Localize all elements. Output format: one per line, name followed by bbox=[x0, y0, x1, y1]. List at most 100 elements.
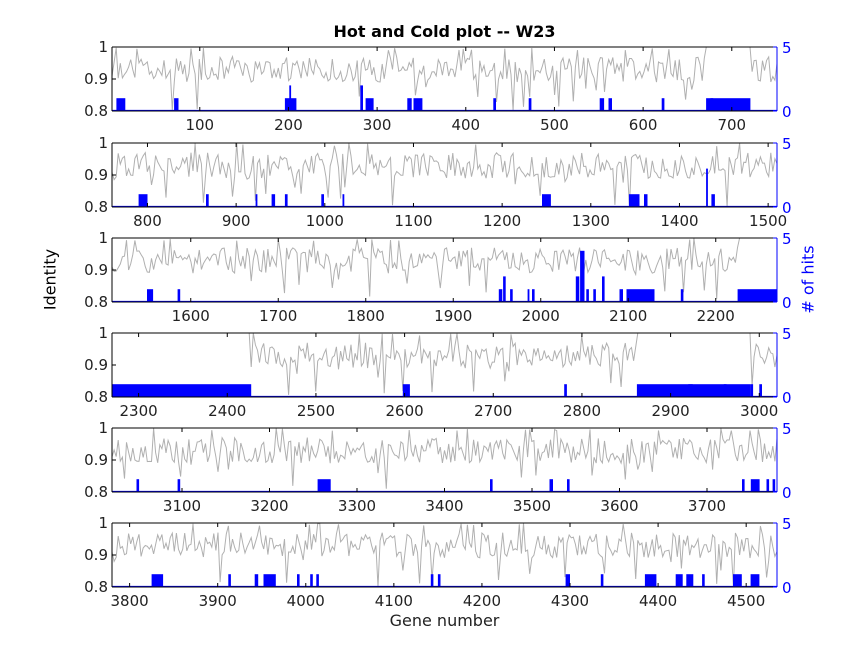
x-tick-label: 4500 bbox=[727, 592, 765, 610]
hits-bar bbox=[750, 384, 754, 397]
x-tick-label: 300 bbox=[363, 116, 392, 134]
hits-bar bbox=[628, 194, 640, 207]
hits-bar bbox=[593, 289, 596, 302]
hits-bar bbox=[151, 574, 164, 587]
x-tick-label: 1200 bbox=[483, 212, 521, 230]
right-tick-label: 0 bbox=[782, 484, 792, 502]
x-tick-label: 200 bbox=[274, 116, 303, 134]
hits-bar bbox=[706, 98, 751, 111]
x-tick-label: 3600 bbox=[600, 497, 638, 515]
hits-bar bbox=[254, 574, 259, 587]
hits-bar bbox=[686, 574, 694, 587]
hits-bar bbox=[174, 98, 179, 111]
hits-bar bbox=[661, 98, 665, 111]
hits-bar bbox=[503, 276, 506, 302]
hits-bar bbox=[138, 194, 148, 207]
hits-bar bbox=[750, 479, 760, 492]
x-tick-label: 1000 bbox=[306, 212, 344, 230]
x-tick-label: 400 bbox=[451, 116, 480, 134]
left-tick-label: 0.9 bbox=[84, 356, 108, 374]
left-tick-label: 0.8 bbox=[84, 198, 108, 216]
hits-bar bbox=[407, 98, 412, 111]
hits-bar bbox=[608, 98, 612, 111]
left-tick-label: 0.9 bbox=[84, 261, 108, 279]
x-tick-label: 1500 bbox=[749, 212, 787, 230]
hits-bar bbox=[310, 574, 313, 587]
hits-bar bbox=[644, 194, 648, 207]
left-tick-label: 0.8 bbox=[84, 102, 108, 120]
right-tick-label: 0 bbox=[782, 103, 792, 121]
hits-bar bbox=[317, 479, 331, 492]
hits-bar bbox=[772, 479, 776, 492]
hits-bar bbox=[532, 289, 535, 302]
hits-bar bbox=[413, 98, 423, 111]
identity-series-line bbox=[111, 237, 777, 299]
chart-title: Hot and Cold plot -- W23 bbox=[333, 22, 556, 41]
x-tick-label: 2300 bbox=[120, 402, 158, 420]
left-tick-label: 0.8 bbox=[84, 483, 108, 501]
x-tick-label: 2800 bbox=[563, 402, 601, 420]
hits-bar bbox=[599, 98, 605, 111]
x-tick-label: 1400 bbox=[660, 212, 698, 230]
hits-bar bbox=[284, 194, 288, 207]
right-tick-label: 5 bbox=[782, 515, 792, 533]
x-tick-label: 3100 bbox=[163, 497, 201, 515]
x-tick-label: 2700 bbox=[474, 402, 512, 420]
left-tick-label: 1 bbox=[98, 324, 108, 342]
identity-series-line bbox=[111, 46, 778, 111]
left-tick-label: 0.9 bbox=[84, 70, 108, 88]
left-tick-label: 0.8 bbox=[84, 388, 108, 406]
hits-bar bbox=[742, 479, 745, 492]
right-tick-label: 5 bbox=[782, 325, 792, 343]
x-tick-label: 3200 bbox=[250, 497, 288, 515]
hits-bar bbox=[680, 289, 684, 302]
left-tick-label: 1 bbox=[98, 134, 108, 152]
hits-bar bbox=[586, 289, 589, 302]
left-tick-label: 0.8 bbox=[84, 293, 108, 311]
hits-bar bbox=[702, 574, 705, 587]
identity-series-line bbox=[111, 428, 778, 489]
x-tick-label: 100 bbox=[185, 116, 214, 134]
right-tick-label: 5 bbox=[782, 420, 792, 438]
hits-bar bbox=[711, 194, 715, 207]
x-tick-label: 2500 bbox=[297, 402, 335, 420]
hits-bar bbox=[437, 574, 441, 587]
left-tick-label: 1 bbox=[98, 38, 108, 56]
left-tick-label: 1 bbox=[98, 514, 108, 532]
hits-bar bbox=[316, 574, 319, 587]
x-tick-label: 1900 bbox=[434, 307, 472, 325]
right-tick-label: 5 bbox=[782, 135, 792, 153]
hits-bar bbox=[567, 479, 570, 492]
hits-bar bbox=[600, 574, 604, 587]
hits-bar bbox=[365, 98, 374, 111]
hits-bar bbox=[493, 98, 496, 111]
right-tick-label: 0 bbox=[782, 389, 792, 407]
x-tick-label: 3400 bbox=[425, 497, 463, 515]
hits-bar bbox=[112, 384, 252, 397]
hits-bar bbox=[706, 168, 708, 207]
left-tick-label: 0.8 bbox=[84, 578, 108, 596]
identity-series-line bbox=[111, 142, 778, 207]
hits-bar bbox=[289, 85, 292, 111]
hits-bar bbox=[136, 479, 140, 492]
hits-bar bbox=[490, 479, 493, 492]
hits-bar bbox=[297, 574, 300, 587]
x-tick-label: 3000 bbox=[740, 402, 778, 420]
hits-bar bbox=[206, 194, 209, 207]
x-tick-label: 2600 bbox=[386, 402, 424, 420]
left-tick-label: 1 bbox=[98, 229, 108, 247]
hits-bar bbox=[116, 98, 126, 111]
x-tick-label: 4000 bbox=[287, 592, 325, 610]
x-tick-label: 4200 bbox=[463, 592, 501, 610]
hits-bar bbox=[565, 574, 570, 587]
x-axis-label: Gene number bbox=[389, 611, 500, 630]
x-tick-label: 3700 bbox=[688, 497, 726, 515]
hits-bar bbox=[636, 384, 751, 397]
hits-bar bbox=[737, 289, 777, 302]
x-tick-label: 4400 bbox=[639, 592, 677, 610]
hits-bar bbox=[602, 276, 605, 302]
right-tick-label: 5 bbox=[782, 230, 792, 248]
hits-bar bbox=[402, 384, 410, 397]
hits-bar bbox=[549, 479, 553, 492]
